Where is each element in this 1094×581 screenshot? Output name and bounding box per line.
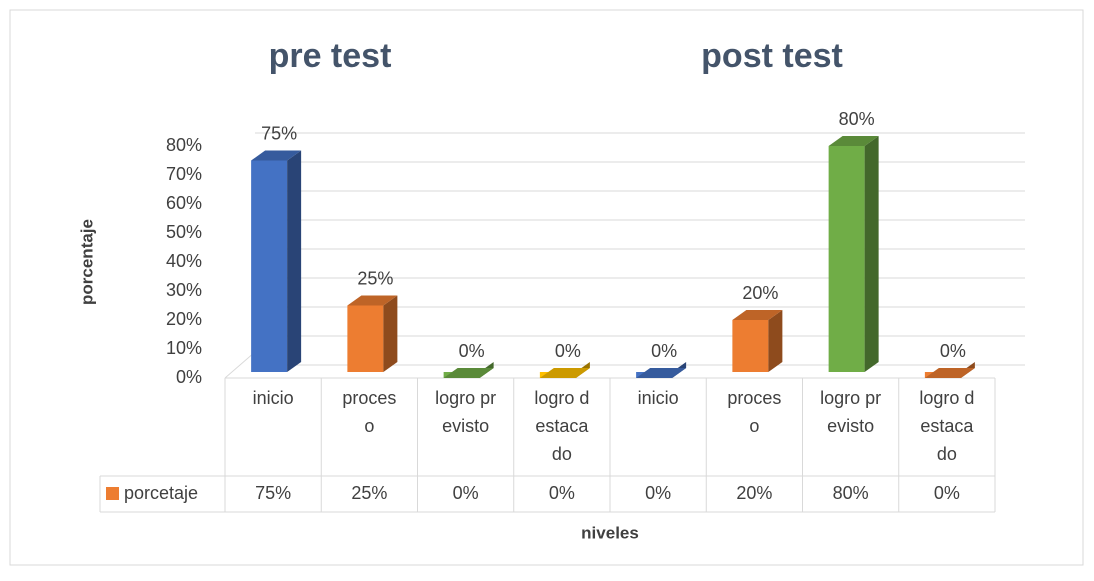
y-tick-label: 30% bbox=[166, 280, 202, 300]
table-value: 20% bbox=[736, 483, 772, 503]
table-value: 75% bbox=[255, 483, 291, 503]
y-tick-label: 50% bbox=[166, 222, 202, 242]
data-label: 0% bbox=[459, 341, 485, 361]
bar-top bbox=[443, 368, 494, 378]
x-tick-label-box: logro previsto bbox=[435, 388, 497, 436]
y-tick-label: 0% bbox=[176, 367, 202, 387]
bar bbox=[539, 362, 590, 378]
bar-top bbox=[636, 368, 687, 378]
data-label: 80% bbox=[839, 109, 875, 129]
x-tick-label: inicio bbox=[252, 388, 294, 408]
y-tick-label: 70% bbox=[166, 164, 202, 184]
x-tick-label-box: logro destacado bbox=[919, 388, 975, 464]
legend-label: porcetaje bbox=[124, 483, 198, 503]
data-label: 20% bbox=[742, 283, 778, 303]
x-tick-label: logro previsto bbox=[435, 388, 497, 436]
table-value: 80% bbox=[833, 483, 869, 503]
bar-front bbox=[251, 160, 288, 372]
table-value: 0% bbox=[453, 483, 479, 503]
y-tick-label: 10% bbox=[166, 338, 202, 358]
bar bbox=[732, 310, 783, 372]
bar-side bbox=[864, 136, 879, 372]
bar-front bbox=[732, 320, 769, 372]
bar bbox=[636, 362, 687, 378]
y-axis-label: porcentaje bbox=[77, 219, 96, 305]
bar-top bbox=[732, 310, 783, 320]
table-value: 0% bbox=[934, 483, 960, 503]
chart-border bbox=[9, 9, 1084, 566]
x-tick-label-box: proceso bbox=[727, 388, 782, 436]
x-tick-label: proceso bbox=[727, 388, 782, 436]
table-value: 25% bbox=[351, 483, 387, 503]
y-tick-label: 20% bbox=[166, 309, 202, 329]
table-value: 0% bbox=[645, 483, 671, 503]
bar bbox=[828, 136, 879, 372]
x-tick-label-box: inicio bbox=[637, 388, 679, 408]
data-label: 0% bbox=[940, 341, 966, 361]
bar-top bbox=[924, 368, 975, 378]
x-axis-label: niveles bbox=[581, 523, 639, 542]
data-label: 25% bbox=[357, 268, 393, 288]
x-tick-label: logro destacado bbox=[534, 388, 590, 464]
y-tick-label: 40% bbox=[166, 251, 202, 271]
bar-side bbox=[768, 310, 783, 372]
group-title: post test bbox=[701, 37, 843, 75]
x-tick-label: logro previsto bbox=[820, 388, 882, 436]
bar-front bbox=[347, 305, 384, 372]
data-label: 0% bbox=[555, 341, 581, 361]
x-tick-label: inicio bbox=[637, 388, 679, 408]
bar-top bbox=[539, 368, 590, 378]
bar bbox=[443, 362, 494, 378]
group-title: pre test bbox=[269, 37, 392, 75]
floor-edge bbox=[224, 351, 256, 379]
data-label: 0% bbox=[651, 341, 677, 361]
bar bbox=[251, 150, 302, 372]
x-tick-label-box: logro previsto bbox=[820, 388, 882, 436]
data-label: 75% bbox=[261, 123, 297, 143]
bar-front bbox=[828, 146, 865, 372]
y-tick-label: 60% bbox=[166, 193, 202, 213]
x-tick-label: logro destacado bbox=[919, 388, 975, 464]
bar bbox=[924, 362, 975, 378]
bar-top bbox=[251, 150, 302, 161]
x-tick-label-box: inicio bbox=[252, 388, 294, 408]
y-tick-label: 80% bbox=[166, 135, 202, 155]
x-tick-label-box: logro destacado bbox=[534, 388, 590, 464]
x-tick-label: proceso bbox=[342, 388, 397, 436]
bar-side bbox=[287, 150, 302, 372]
legend-key bbox=[106, 487, 119, 500]
bar-top bbox=[828, 136, 879, 146]
x-tick-label-box: proceso bbox=[342, 388, 397, 436]
bar-top bbox=[347, 295, 398, 306]
bar-side bbox=[383, 295, 398, 372]
bar bbox=[347, 295, 398, 372]
table-value: 0% bbox=[549, 483, 575, 503]
